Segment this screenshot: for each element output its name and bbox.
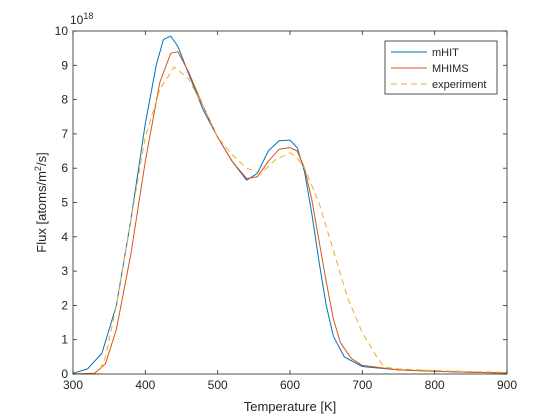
x-axis-label: Temperature [K]	[244, 399, 337, 414]
legend: mHIT MHIMS experiment	[384, 40, 498, 95]
y-axis-label: Flux [atoms/m2/s]	[33, 152, 49, 252]
y-exponent-label: 1018	[70, 11, 93, 27]
legend-label-experiment: experiment	[432, 79, 486, 91]
y-tick-label: 2	[61, 298, 68, 312]
y-tick-label: 9	[61, 58, 68, 72]
y-tick-label: 7	[61, 127, 68, 141]
x-tick-label: 700	[352, 378, 372, 392]
y-tick-label: 1	[61, 333, 68, 347]
series-line-experiment	[73, 66, 508, 375]
ticks-group: 300 400 500 600 700 800 900 0 1 2 3 4 5 6 7 8 9 10	[55, 24, 518, 392]
y-tick-label: 3	[61, 264, 68, 278]
y-tick-label: 8	[61, 93, 68, 107]
x-tick-label: 500	[208, 378, 228, 392]
y-tick-label: 6	[61, 161, 68, 175]
x-tick-label: 600	[280, 378, 300, 392]
y-tick-label: 0	[61, 367, 68, 381]
series-line-mhims	[72, 51, 508, 375]
series-group	[72, 35, 508, 375]
x-tick-label: 800	[425, 378, 445, 392]
y-tick-label: 4	[61, 230, 68, 244]
x-tick-label: 300	[63, 378, 83, 392]
legend-label-mhims: MHIMS	[432, 63, 469, 75]
x-tick-label: 400	[135, 378, 155, 392]
legend-entries: mHIT MHIMS experiment	[391, 47, 486, 91]
x-tick-label: 900	[497, 378, 517, 392]
series-line-mhit	[72, 35, 508, 374]
y-tick-label: 5	[61, 196, 68, 210]
y-tick-label: 10	[55, 24, 69, 38]
legend-label-mhit: mHIT	[432, 47, 459, 59]
